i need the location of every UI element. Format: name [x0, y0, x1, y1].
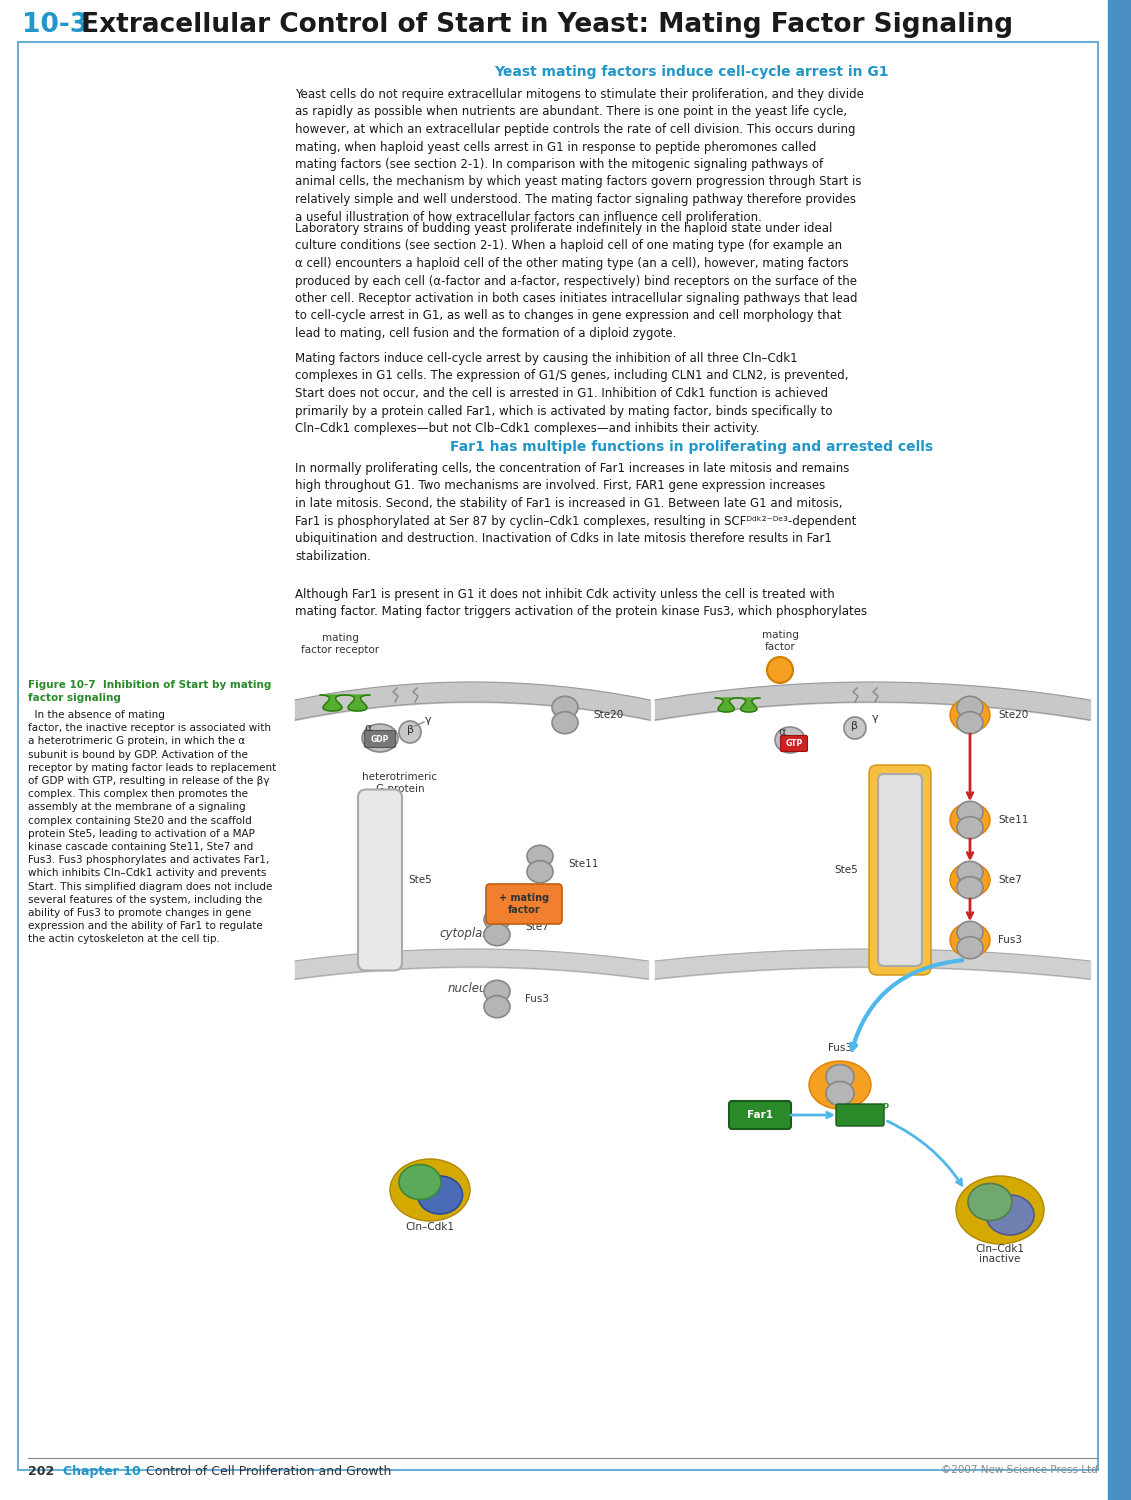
Text: GDP: GDP — [371, 735, 389, 744]
Text: γ: γ — [872, 712, 879, 723]
Ellipse shape — [950, 698, 990, 732]
Text: In the absence of mating
factor, the inactive receptor is associated with
a hete: In the absence of mating factor, the ina… — [28, 710, 276, 945]
Ellipse shape — [957, 921, 983, 944]
Ellipse shape — [957, 711, 983, 734]
Text: GTP: GTP — [785, 740, 803, 748]
Text: ©2007 New Science Press Ltd: ©2007 New Science Press Ltd — [941, 1466, 1098, 1474]
Ellipse shape — [957, 936, 983, 958]
Ellipse shape — [399, 722, 421, 742]
FancyBboxPatch shape — [836, 1104, 884, 1126]
Text: Ste20: Ste20 — [998, 710, 1028, 720]
Ellipse shape — [527, 846, 553, 867]
Text: Ste11: Ste11 — [998, 815, 1028, 825]
FancyBboxPatch shape — [780, 735, 808, 752]
Text: β: β — [852, 722, 858, 730]
Text: mating
factor: mating factor — [761, 630, 798, 652]
Text: Fus3: Fus3 — [525, 994, 549, 1004]
FancyBboxPatch shape — [364, 730, 396, 747]
Text: Cln–Cdk1: Cln–Cdk1 — [406, 1222, 455, 1232]
Ellipse shape — [809, 1060, 871, 1108]
Text: 202: 202 — [28, 1466, 54, 1478]
Text: + mating
factor: + mating factor — [499, 892, 549, 915]
Text: Extracellular Control of Start in Yeast: Mating Factor Signaling: Extracellular Control of Start in Yeast:… — [72, 12, 1013, 38]
Ellipse shape — [957, 861, 983, 883]
Ellipse shape — [552, 711, 578, 734]
Ellipse shape — [826, 1082, 854, 1106]
Text: β: β — [406, 724, 414, 735]
Polygon shape — [320, 694, 370, 711]
Text: In normally proliferating cells, the concentration of Far1 increases in late mit: In normally proliferating cells, the con… — [295, 462, 856, 562]
Text: Far1 has multiple functions in proliferating and arrested cells: Far1 has multiple functions in prolifera… — [450, 440, 933, 454]
Text: Chapter 10: Chapter 10 — [63, 1466, 140, 1478]
Text: Ste5: Ste5 — [408, 874, 432, 885]
Text: nucleus: nucleus — [447, 982, 493, 994]
Text: 10-3: 10-3 — [21, 12, 88, 38]
Text: α: α — [364, 723, 372, 734]
Text: Cln–Cdk1: Cln–Cdk1 — [976, 1244, 1025, 1254]
Text: inactive: inactive — [979, 1254, 1020, 1264]
Text: α: α — [778, 728, 786, 736]
Text: Ste7: Ste7 — [525, 922, 549, 932]
Text: Mating factors induce cell-cycle arrest by causing the inhibition of all three C: Mating factors induce cell-cycle arrest … — [295, 352, 848, 435]
Ellipse shape — [362, 724, 398, 752]
Ellipse shape — [484, 924, 510, 945]
Bar — [1108, 0, 1131, 1500]
Text: cytoplasm: cytoplasm — [440, 927, 501, 940]
Text: Ste5: Ste5 — [835, 865, 858, 874]
Ellipse shape — [956, 1176, 1044, 1244]
Circle shape — [767, 657, 793, 682]
FancyBboxPatch shape — [878, 774, 922, 966]
Text: Yeast mating factors induce cell-cycle arrest in G1: Yeast mating factors induce cell-cycle a… — [494, 64, 889, 80]
FancyBboxPatch shape — [486, 884, 562, 924]
Text: Yeast cells do not require extracellular mitogens to stimulate their proliferati: Yeast cells do not require extracellular… — [295, 88, 864, 224]
Text: Fus3: Fus3 — [828, 1042, 852, 1053]
Ellipse shape — [968, 1184, 1012, 1221]
Text: Far1: Far1 — [746, 1110, 772, 1120]
FancyBboxPatch shape — [729, 1101, 791, 1130]
Text: Control of Cell Proliferation and Growth: Control of Cell Proliferation and Growth — [138, 1466, 391, 1478]
Ellipse shape — [844, 717, 866, 740]
Ellipse shape — [552, 696, 578, 718]
Text: Ste11: Ste11 — [568, 859, 598, 868]
Ellipse shape — [527, 861, 553, 882]
Ellipse shape — [484, 909, 510, 930]
Ellipse shape — [957, 801, 983, 824]
Text: mating
factor receptor: mating factor receptor — [301, 633, 379, 656]
Ellipse shape — [950, 922, 990, 957]
Ellipse shape — [484, 996, 510, 1017]
Text: Ste20: Ste20 — [593, 710, 623, 720]
Text: heterotrimeric
G protein: heterotrimeric G protein — [362, 772, 438, 795]
Ellipse shape — [417, 1176, 463, 1214]
Ellipse shape — [775, 728, 805, 753]
Ellipse shape — [826, 1065, 854, 1089]
Text: P: P — [882, 1102, 888, 1112]
Text: Ste7: Ste7 — [998, 874, 1021, 885]
FancyBboxPatch shape — [869, 765, 931, 975]
Polygon shape — [715, 698, 760, 712]
Ellipse shape — [950, 862, 990, 897]
Ellipse shape — [390, 1160, 470, 1221]
Ellipse shape — [484, 981, 510, 1002]
Ellipse shape — [950, 802, 990, 837]
Ellipse shape — [986, 1196, 1034, 1234]
Text: Figure 10-7  Inhibition of Start by mating
factor signaling: Figure 10-7 Inhibition of Start by matin… — [28, 680, 271, 703]
Ellipse shape — [399, 1164, 441, 1200]
Text: Although Far1 is present in G1 it does not inhibit Cdk activity unless the cell : Although Far1 is present in G1 it does n… — [295, 588, 867, 618]
FancyBboxPatch shape — [359, 789, 402, 970]
Ellipse shape — [957, 816, 983, 839]
Text: Fus3: Fus3 — [998, 934, 1022, 945]
Ellipse shape — [957, 696, 983, 718]
Text: γ: γ — [424, 716, 431, 724]
Ellipse shape — [957, 876, 983, 898]
Text: Laboratory strains of budding yeast proliferate indefinitely in the haploid stat: Laboratory strains of budding yeast prol… — [295, 222, 857, 340]
